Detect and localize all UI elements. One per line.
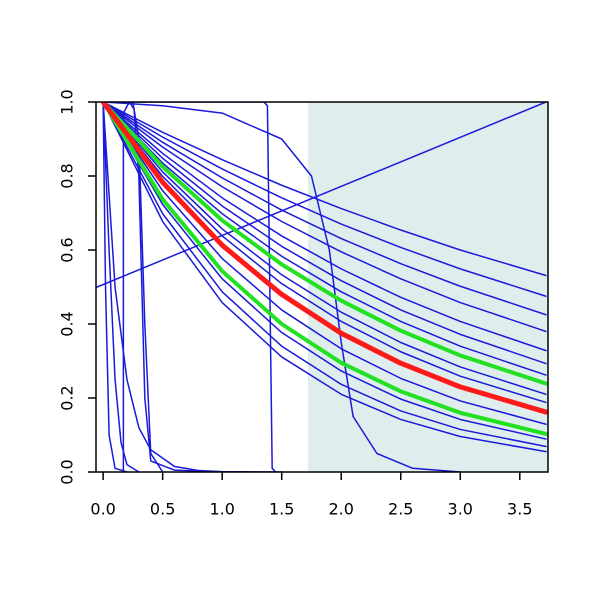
series-line [122, 102, 223, 472]
series-line [102, 102, 547, 376]
series-line [102, 102, 547, 352]
shaded-region [307, 102, 548, 472]
x-tick-label: 0.0 [90, 500, 115, 519]
x-tick-label: 1.5 [269, 500, 294, 519]
y-tick-label: 0.0 [58, 459, 77, 484]
series-line [102, 102, 547, 453]
x-tick-label: 3.0 [448, 500, 473, 519]
x-tick-label: 0.5 [150, 500, 175, 519]
y-tick-label: 0.4 [58, 311, 77, 336]
y-tick-label: 0.2 [58, 385, 77, 410]
series-line [102, 102, 277, 472]
series-line [102, 102, 547, 297]
series-line [102, 102, 547, 448]
series-line [101, 102, 548, 386]
series-line [101, 102, 548, 436]
series-line [102, 102, 547, 426]
plot-lines [96, 102, 548, 472]
series-line [96, 102, 547, 288]
y-tick-label: 1.0 [58, 89, 77, 114]
series-line [102, 102, 547, 333]
series-line [102, 102, 547, 404]
series-line [102, 102, 140, 472]
axes: 0.0 0.5 1.0 1.5 2.0 2.5 3.0 3.5 0.0 0.2 0.4 0.6 0.8 1… [58, 89, 533, 518]
series-line [102, 102, 547, 365]
series-line [102, 102, 547, 440]
x-tick-label: 1.0 [209, 500, 234, 519]
series-line [100, 102, 548, 415]
series-line [102, 102, 128, 472]
series-line [102, 102, 164, 472]
series-line [102, 102, 547, 277]
y-tick-label: 0.8 [58, 163, 77, 188]
series-line [102, 102, 547, 316]
plot-background [307, 102, 548, 472]
y-tick-label: 0.6 [58, 237, 77, 262]
series-line [102, 102, 547, 396]
x-tick-label: 2.5 [388, 500, 413, 519]
plot-frame [95, 101, 549, 473]
x-tick-label: 3.5 [507, 500, 532, 519]
series-line [102, 102, 462, 472]
x-tick-label: 2.0 [328, 500, 353, 519]
